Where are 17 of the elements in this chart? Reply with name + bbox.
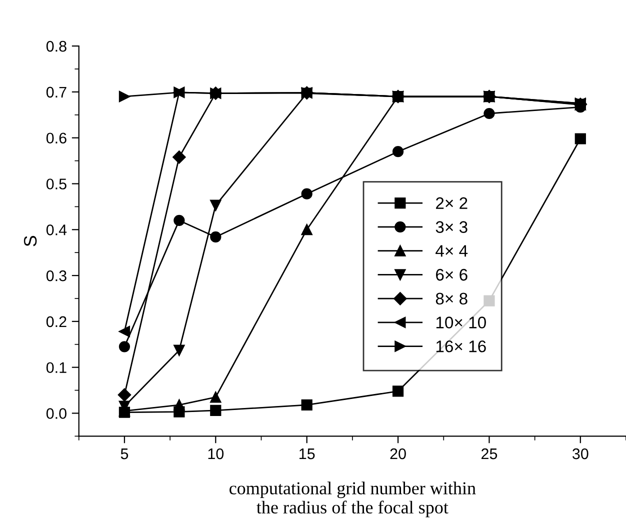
y-tick-label: 0.7 (46, 86, 66, 98)
y-tick-label: 0.4 (46, 224, 67, 236)
y-tick-label: 0.2 (46, 316, 66, 328)
x-tick-label: 25 (481, 448, 498, 460)
x-tick-label: 15 (300, 448, 315, 460)
x-tick-label: 10 (208, 448, 224, 460)
y-tick-label: 0.1 (46, 362, 66, 374)
y-tick-label: 0.8 (46, 40, 66, 52)
y-axis-title: S (24, 236, 37, 246)
y-tick-label: 0.6 (46, 132, 66, 144)
x-axis-title: computational grid number within the radius of the focal spot (230, 482, 476, 518)
y-tick-label: 0.0 (46, 408, 66, 419)
x-tick-label: 30 (572, 448, 588, 460)
y-tick-label: 0.3 (46, 270, 66, 282)
y-tick-label: 0.5 (46, 178, 66, 190)
x-tick-label: 20 (390, 448, 406, 460)
x-tick-label: 5 (120, 448, 128, 460)
